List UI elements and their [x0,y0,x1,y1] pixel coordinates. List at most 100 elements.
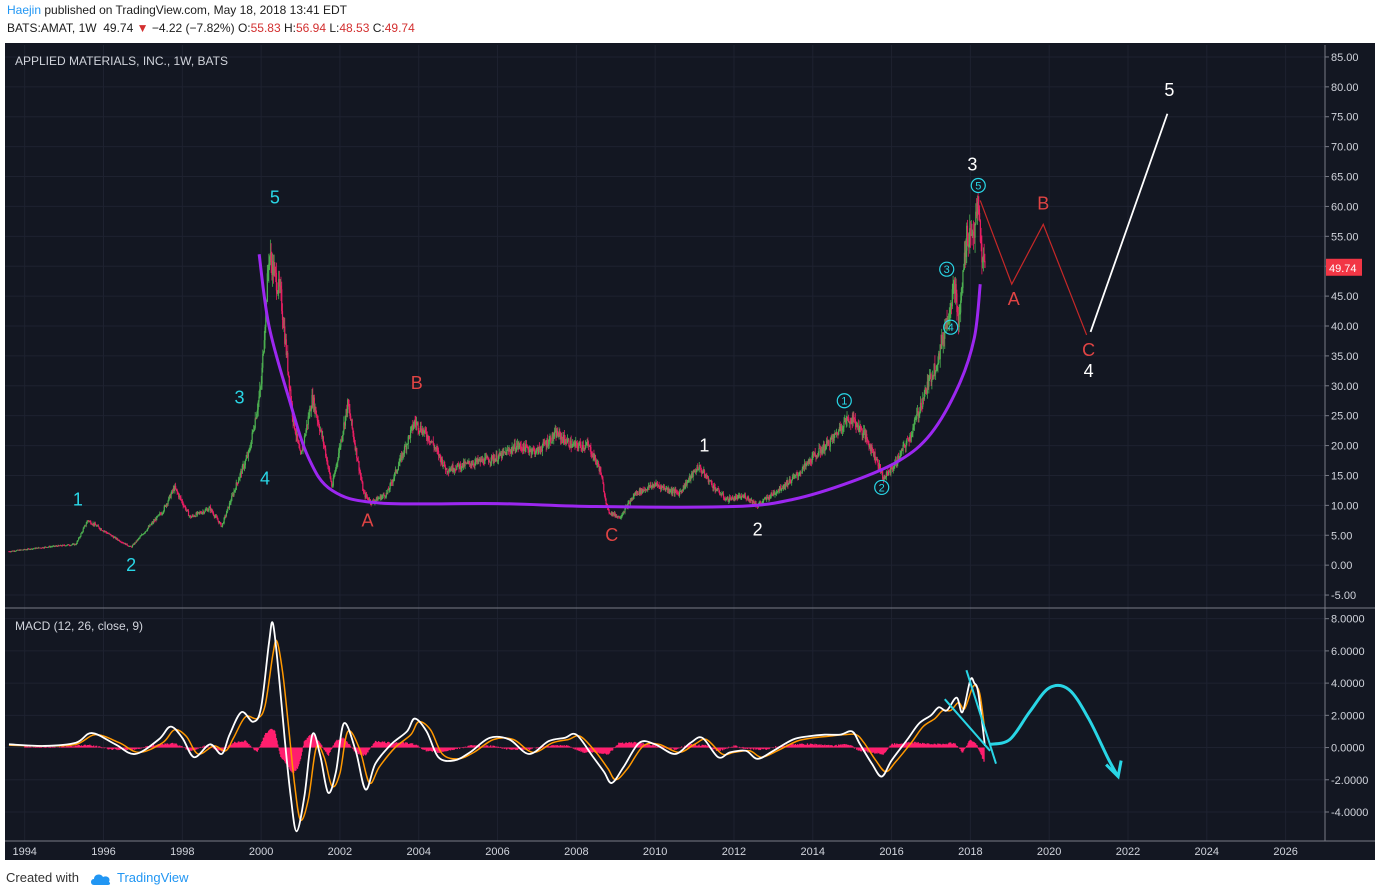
candle-body [163,506,165,512]
candle-body [870,445,872,451]
candle-body [943,336,945,339]
candle-body [803,465,805,468]
candle-body [178,495,181,498]
candle-body [513,447,515,451]
candle-body [400,455,403,460]
candle-body [464,462,466,466]
candle-body [200,513,203,514]
price-tick-label: 35.00 [1331,351,1359,363]
candle-body [616,515,618,518]
candle-body [632,496,634,499]
candle-body [533,448,535,450]
candle-body [234,489,236,492]
low-value: 48.53 [339,21,370,35]
candle-body [537,447,539,454]
candle-body [910,435,912,438]
candle-body [134,542,136,545]
candle-body [113,537,115,539]
candle-body [123,542,125,544]
candle-body [730,499,732,501]
candle-body [87,520,89,522]
candle-body [328,466,330,468]
candle-body [167,500,169,505]
candle-body [228,506,230,509]
candle-body [847,417,849,420]
candle-body [760,502,762,504]
candle-body [810,462,812,464]
candle-body [193,516,196,517]
candle-body [209,506,212,511]
candle-body [84,525,87,527]
candle-body [556,430,559,436]
candle-body [747,496,750,500]
x-tick-label: 2010 [643,846,667,858]
x-tick-label: 1998 [170,846,194,858]
candle-body [968,244,970,247]
candle-body [624,508,626,513]
candle-body [450,468,453,471]
candle-body [914,419,916,421]
candle-body [277,291,279,293]
candle-body [390,482,392,484]
candle-body [434,447,437,449]
candle-body [268,263,270,270]
candle-body [338,447,340,454]
candle-body [680,491,682,492]
candle-body [666,487,669,491]
candle-body [39,547,41,549]
candle-body [103,530,106,532]
candle-body [853,418,856,420]
candle-body [182,503,184,506]
candle-body [503,451,506,453]
candle-body [794,474,797,476]
candle-body [981,243,983,263]
tradingview-link[interactable]: TradingView [116,870,189,885]
candle-body [334,469,337,473]
candle-body [796,473,798,476]
candle-body [235,482,237,490]
candle-body [866,433,868,439]
candle-body [779,486,781,491]
chart-background [5,43,1375,860]
candle-body [201,512,203,514]
candle-body [111,535,113,537]
candle-body [322,436,324,438]
candle-body [240,470,242,474]
candle-body [446,468,448,472]
candle-body [560,436,562,440]
candle-body [546,439,548,447]
candle-body [12,550,15,552]
publish-text: published on TradingView.com, May 18, 20… [44,3,348,17]
candle-body [459,463,461,469]
candle-body [860,426,862,428]
candle-body [236,482,238,484]
candle-body [628,502,630,504]
candle-body [135,540,137,543]
candle-body [840,426,842,431]
wave-label: C [1082,340,1095,360]
candle-body [115,537,117,540]
candle-body [748,499,750,502]
candle-body [786,480,788,486]
candle-body [472,463,475,465]
candle-body [766,497,769,498]
candle-body [402,452,404,455]
candle-body [266,273,268,302]
candle-body [849,421,851,424]
candle-body [45,546,47,548]
candle-body [367,497,369,500]
candle-body [619,517,622,519]
candle-body [119,541,121,543]
candle-body [877,459,879,467]
candle-body [584,445,587,448]
open-value: 55.83 [250,21,281,35]
candle-body [162,512,164,514]
author-link[interactable]: Haejin [7,3,42,17]
symbol-info: BATS:AMAT, 1W 49.74 ▼ −4.22 (−7.82%) O:5… [7,21,415,35]
candle-body [550,437,552,443]
candle-body [872,449,874,452]
macd-forecast-curve [989,683,1120,778]
candle-body [36,547,38,549]
candle-body [92,523,94,525]
